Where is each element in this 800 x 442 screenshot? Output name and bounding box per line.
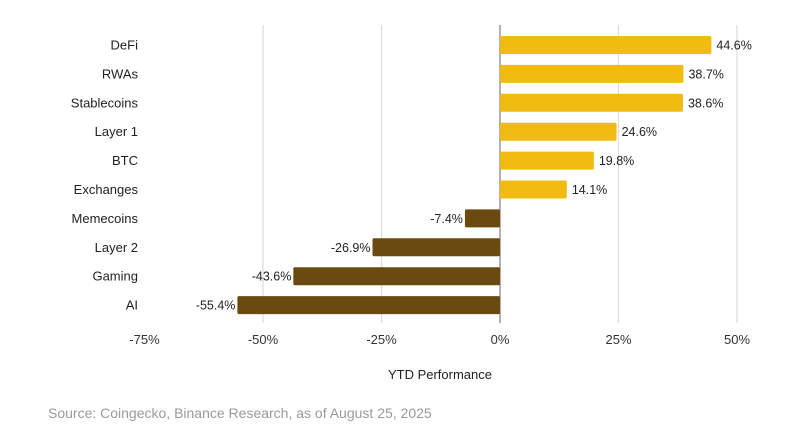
bar-rwas xyxy=(500,64,684,83)
x-tick-label: 50% xyxy=(724,332,750,347)
bar-layer-1 xyxy=(500,122,617,141)
category-label: Memecoins xyxy=(72,211,139,226)
category-label: Exchanges xyxy=(74,182,139,197)
bar-gaming xyxy=(293,267,500,286)
x-tick-label: -50% xyxy=(248,332,279,347)
bar-defi xyxy=(500,36,712,54)
x-tick-label: -75% xyxy=(129,332,160,347)
category-label: Stablecoins xyxy=(71,95,139,110)
category-label: Layer 2 xyxy=(95,240,138,255)
data-label: 19.8% xyxy=(599,154,634,168)
bar-stablecoins xyxy=(500,93,683,112)
data-label: -43.6% xyxy=(252,270,292,284)
category-label: Layer 1 xyxy=(95,124,138,139)
data-label: -7.4% xyxy=(430,212,463,226)
category-label: DeFi xyxy=(111,38,139,53)
source-note: Source: Coingecko, Binance Research, as … xyxy=(48,405,432,421)
bar-ai xyxy=(237,296,501,315)
data-label: 24.6% xyxy=(622,125,657,139)
category-label: AI xyxy=(126,298,138,313)
x-axis-label: YTD Performance xyxy=(388,367,492,382)
data-label: 38.6% xyxy=(688,96,723,110)
category-label: RWAs xyxy=(102,66,139,81)
x-tick-label: -25% xyxy=(366,332,397,347)
category-label: Gaming xyxy=(92,269,138,284)
data-label: 14.1% xyxy=(572,183,607,197)
bar-layer-2 xyxy=(372,238,500,257)
data-label: -26.9% xyxy=(331,241,371,255)
x-tick-label: 0% xyxy=(491,332,510,347)
bar-memecoins xyxy=(464,209,500,228)
data-label: -55.4% xyxy=(196,299,236,313)
category-label: BTC xyxy=(112,153,138,168)
x-tick-label: 25% xyxy=(605,332,631,347)
data-label: 38.7% xyxy=(688,67,723,81)
bar-btc xyxy=(500,151,594,170)
bar-exchanges xyxy=(500,180,567,199)
data-label: 44.6% xyxy=(716,39,751,53)
